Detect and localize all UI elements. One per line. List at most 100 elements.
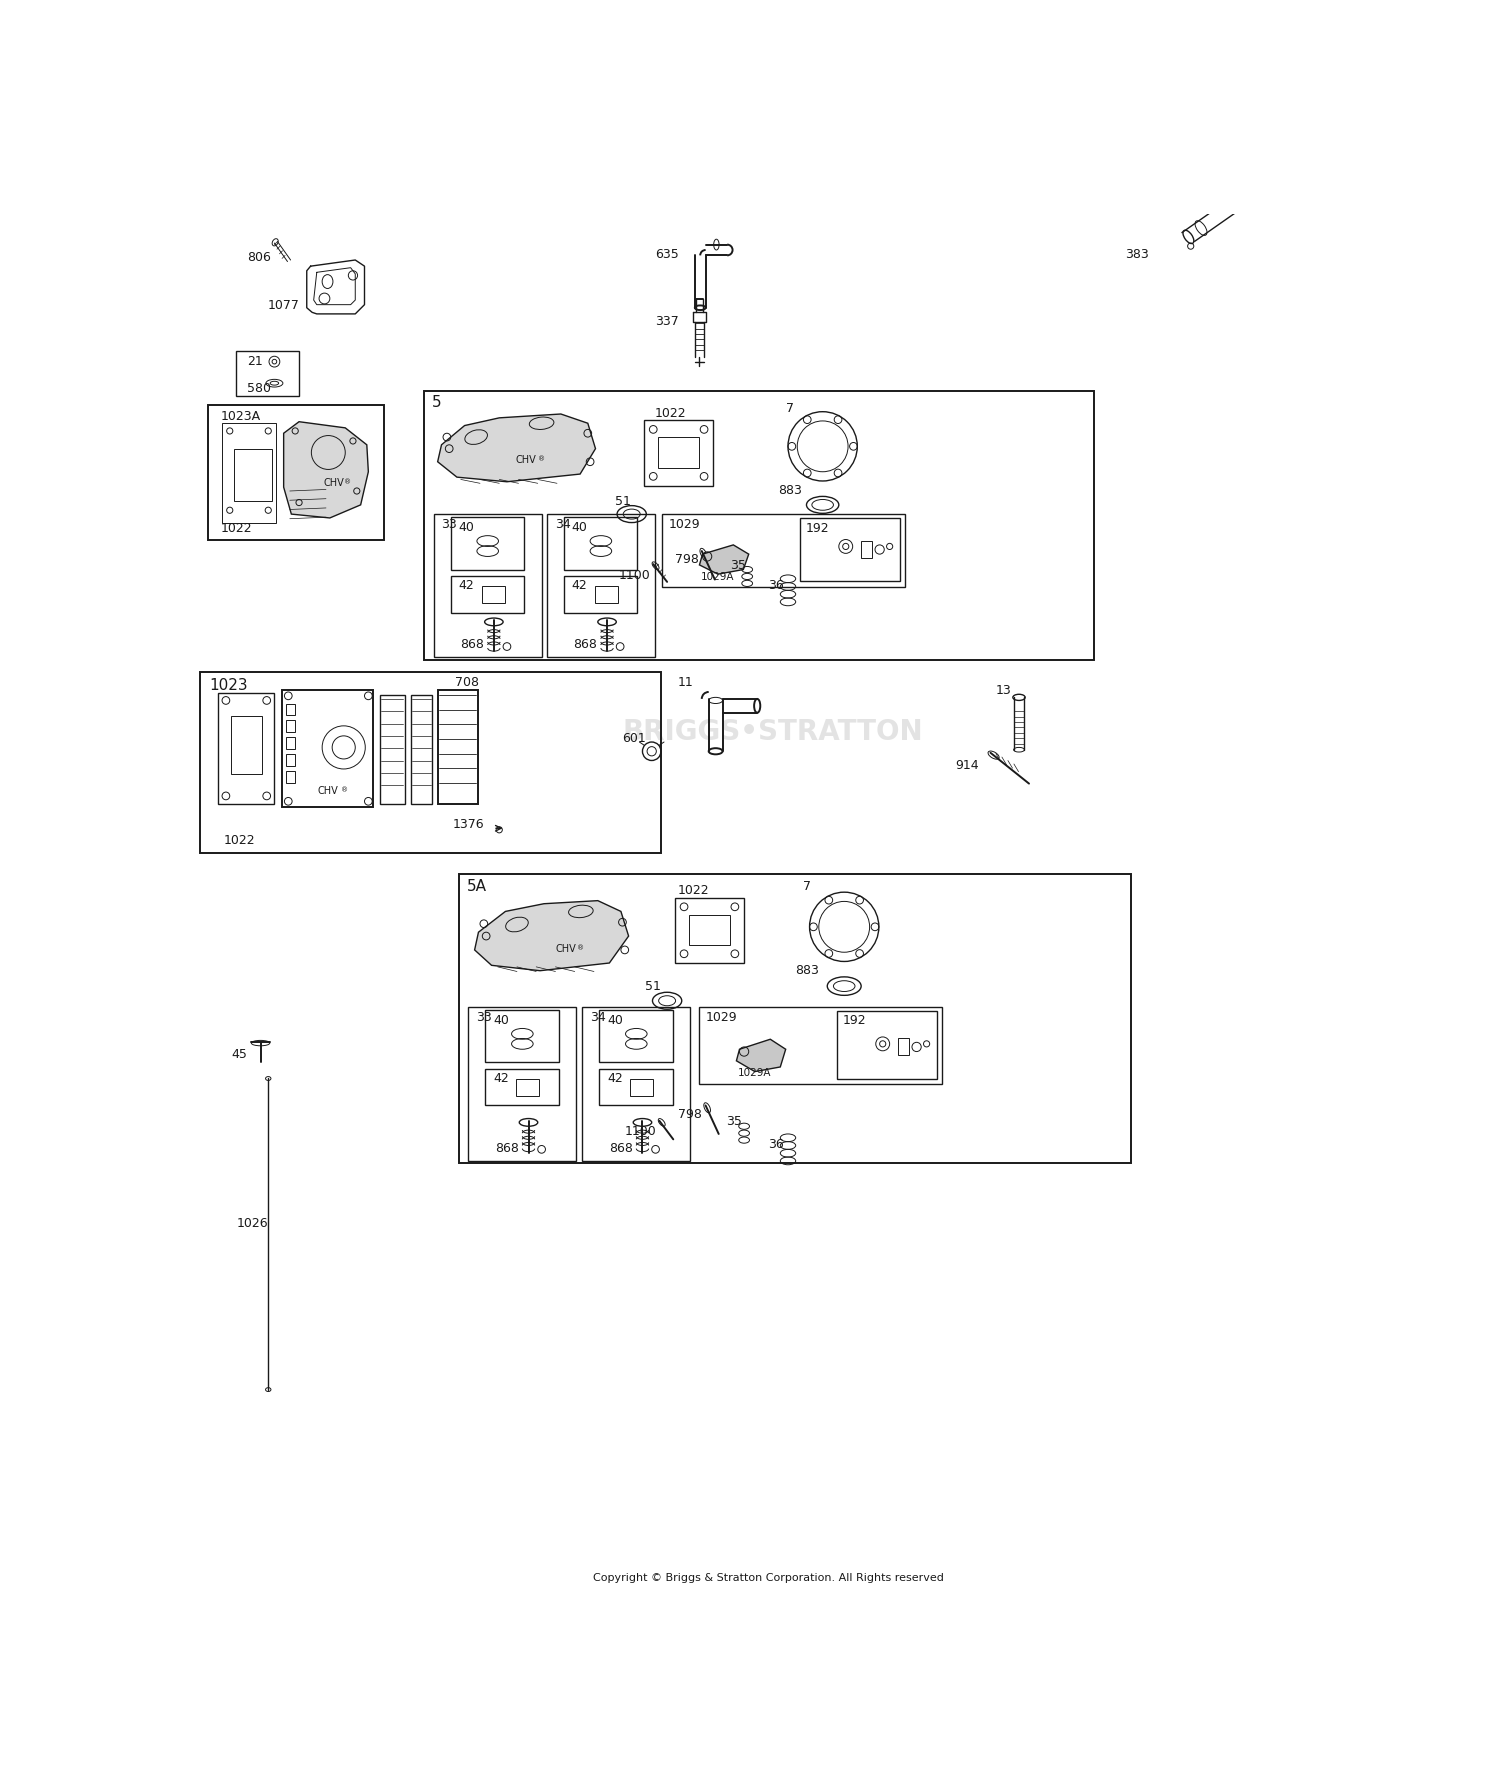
Bar xyxy=(286,739,296,750)
Polygon shape xyxy=(438,415,596,483)
Text: 192: 192 xyxy=(843,1014,867,1027)
Bar xyxy=(600,1068,672,1106)
Bar xyxy=(516,1081,540,1097)
Bar xyxy=(380,696,405,805)
Text: 383: 383 xyxy=(1125,249,1149,261)
Text: 1029A: 1029A xyxy=(738,1068,771,1077)
Polygon shape xyxy=(736,1039,786,1072)
Text: 40: 40 xyxy=(572,521,588,533)
Bar xyxy=(486,1068,558,1106)
Text: 33: 33 xyxy=(441,517,458,531)
Text: 798: 798 xyxy=(678,1107,702,1120)
Text: 42: 42 xyxy=(572,580,588,592)
Text: 192: 192 xyxy=(806,521,830,535)
Bar xyxy=(644,420,714,487)
Text: 42: 42 xyxy=(459,580,474,592)
Text: CHV: CHV xyxy=(324,478,344,487)
Bar xyxy=(688,914,730,946)
Bar xyxy=(594,587,618,605)
Text: 883: 883 xyxy=(795,964,819,977)
Bar xyxy=(482,587,504,605)
Bar xyxy=(450,517,524,571)
Bar xyxy=(630,1081,654,1097)
Text: CHV: CHV xyxy=(318,785,339,796)
Text: 1100: 1100 xyxy=(626,1123,657,1138)
Bar xyxy=(424,392,1094,660)
Bar xyxy=(236,352,298,397)
Bar xyxy=(564,576,638,614)
Text: 35: 35 xyxy=(730,558,746,571)
Text: 42: 42 xyxy=(608,1072,622,1084)
Bar xyxy=(800,519,900,581)
Bar xyxy=(231,716,262,775)
Text: 13: 13 xyxy=(996,683,1011,696)
Bar xyxy=(209,406,384,540)
Bar xyxy=(675,898,744,964)
Text: ®: ® xyxy=(340,787,348,793)
Bar xyxy=(433,515,542,657)
Text: 51: 51 xyxy=(615,494,630,508)
Text: 34: 34 xyxy=(555,517,570,531)
Bar xyxy=(201,673,662,853)
Bar xyxy=(222,424,276,524)
Text: 1077: 1077 xyxy=(267,299,300,311)
Bar xyxy=(658,438,699,469)
Bar xyxy=(600,1011,672,1063)
Text: 1029: 1029 xyxy=(669,517,700,531)
Bar xyxy=(486,1011,558,1063)
Text: 40: 40 xyxy=(494,1013,508,1027)
Text: ®: ® xyxy=(578,945,584,952)
Polygon shape xyxy=(284,422,369,519)
Text: ®: ® xyxy=(345,479,351,485)
Bar xyxy=(663,515,904,589)
Bar xyxy=(548,515,656,657)
Text: CHV: CHV xyxy=(516,454,537,465)
Text: 45: 45 xyxy=(231,1047,248,1061)
Text: 11: 11 xyxy=(678,676,693,689)
Text: 1029A: 1029A xyxy=(700,571,735,581)
Text: 1026: 1026 xyxy=(237,1217,268,1229)
Text: 42: 42 xyxy=(494,1072,508,1084)
Text: 36: 36 xyxy=(768,580,784,592)
Text: 5A: 5A xyxy=(466,878,488,893)
Text: 21: 21 xyxy=(246,356,262,369)
Bar xyxy=(582,1007,690,1161)
Text: 51: 51 xyxy=(645,979,662,993)
Text: 1023A: 1023A xyxy=(220,410,261,422)
Text: 601: 601 xyxy=(622,732,646,744)
Text: 1029: 1029 xyxy=(705,1011,736,1023)
Text: 868: 868 xyxy=(609,1141,633,1154)
Bar xyxy=(286,755,296,766)
Text: 1023: 1023 xyxy=(210,678,249,692)
Bar xyxy=(459,875,1131,1163)
Text: 337: 337 xyxy=(656,315,680,327)
Text: 868: 868 xyxy=(573,637,597,651)
Text: ®: ® xyxy=(537,456,544,462)
Text: 1100: 1100 xyxy=(620,569,651,581)
Bar xyxy=(286,705,296,716)
Text: 798: 798 xyxy=(675,553,699,565)
Text: 868: 868 xyxy=(460,637,484,651)
Text: 5: 5 xyxy=(432,395,441,410)
Polygon shape xyxy=(474,902,628,971)
Text: 868: 868 xyxy=(495,1141,519,1154)
Bar xyxy=(234,449,272,501)
Text: 914: 914 xyxy=(956,759,980,771)
Bar xyxy=(468,1007,576,1161)
Text: 1022: 1022 xyxy=(224,834,255,846)
Bar xyxy=(286,771,296,784)
Bar xyxy=(450,576,524,614)
Text: 1376: 1376 xyxy=(453,818,484,830)
Text: 708: 708 xyxy=(454,676,478,689)
Polygon shape xyxy=(699,546,748,574)
Text: 1022: 1022 xyxy=(654,406,686,420)
Bar xyxy=(217,694,273,805)
Bar xyxy=(898,1038,909,1056)
Bar xyxy=(282,691,374,807)
Text: 883: 883 xyxy=(778,483,802,497)
Text: BRIGGS•STRATTON: BRIGGS•STRATTON xyxy=(622,717,922,746)
Text: 1022: 1022 xyxy=(220,522,252,535)
Text: 40: 40 xyxy=(608,1013,622,1027)
Text: 7: 7 xyxy=(786,403,795,415)
Bar xyxy=(564,517,638,571)
